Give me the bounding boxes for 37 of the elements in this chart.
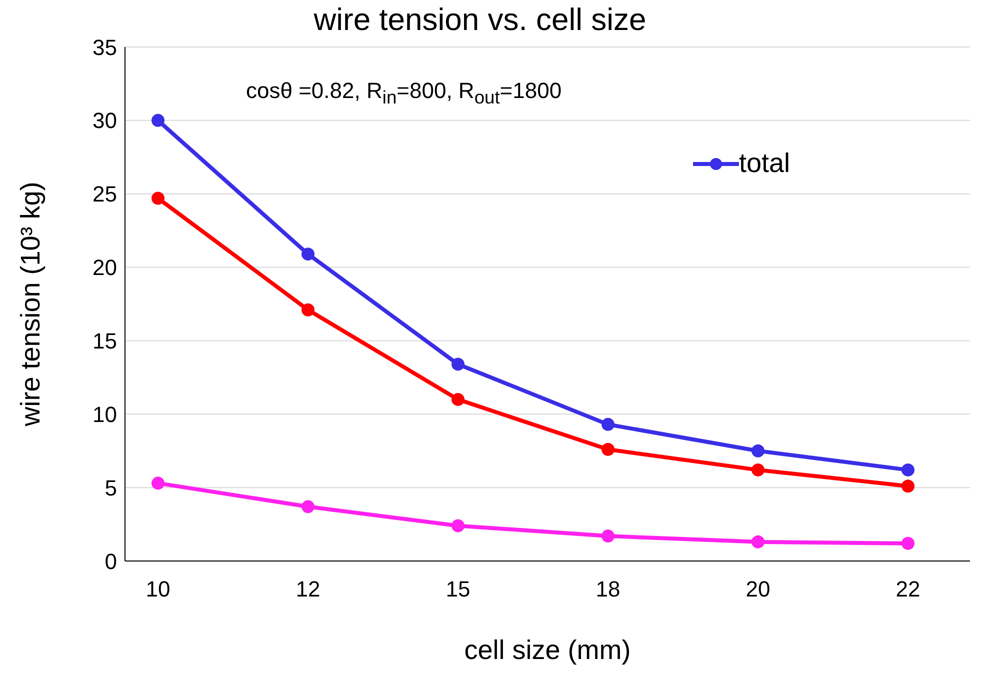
- point: [602, 442, 614, 456]
- point: [152, 192, 164, 205]
- point: [752, 535, 764, 548]
- chart-title: wire tension vs. cell size: [312, 2, 648, 38]
- y-tick-label: 5: [104, 475, 117, 500]
- y-tick-label: 35: [92, 34, 117, 60]
- point: [152, 114, 164, 127]
- point: [302, 303, 314, 316]
- legend-label: total: [739, 148, 790, 179]
- point: [602, 418, 614, 431]
- point: [452, 358, 464, 371]
- x-tick-label: 18: [596, 576, 620, 602]
- point: [902, 480, 914, 493]
- y-tick-label: 15: [92, 328, 117, 354]
- y-tick-label: 25: [92, 182, 117, 207]
- y-tick-label: 10: [92, 402, 117, 427]
- x-tick-label: 12: [296, 576, 320, 602]
- point: [452, 519, 464, 532]
- x-tick-label: 20: [746, 576, 770, 602]
- x-tick-label: 22: [896, 576, 920, 602]
- x-tick-label: 15: [446, 576, 470, 602]
- point: [902, 536, 914, 550]
- point: [302, 500, 314, 514]
- y-tick-label: 20: [92, 255, 117, 280]
- point: [602, 530, 614, 543]
- point: [302, 248, 314, 261]
- point: [902, 463, 914, 476]
- y-axis-title: wire tension (10³ kg): [16, 182, 46, 428]
- point: [152, 476, 164, 490]
- point: [452, 392, 464, 406]
- x-axis-title: cell size (mm): [464, 635, 631, 665]
- y-tick-label: 30: [92, 108, 117, 134]
- point: [752, 463, 764, 476]
- y-tick-label: 0: [104, 548, 117, 574]
- point: [752, 444, 764, 458]
- x-tick-label: 10: [146, 576, 170, 602]
- annotation: cosθ =0.82, R$_{in}$=800, R$_{out}$=1800: [246, 78, 562, 108]
